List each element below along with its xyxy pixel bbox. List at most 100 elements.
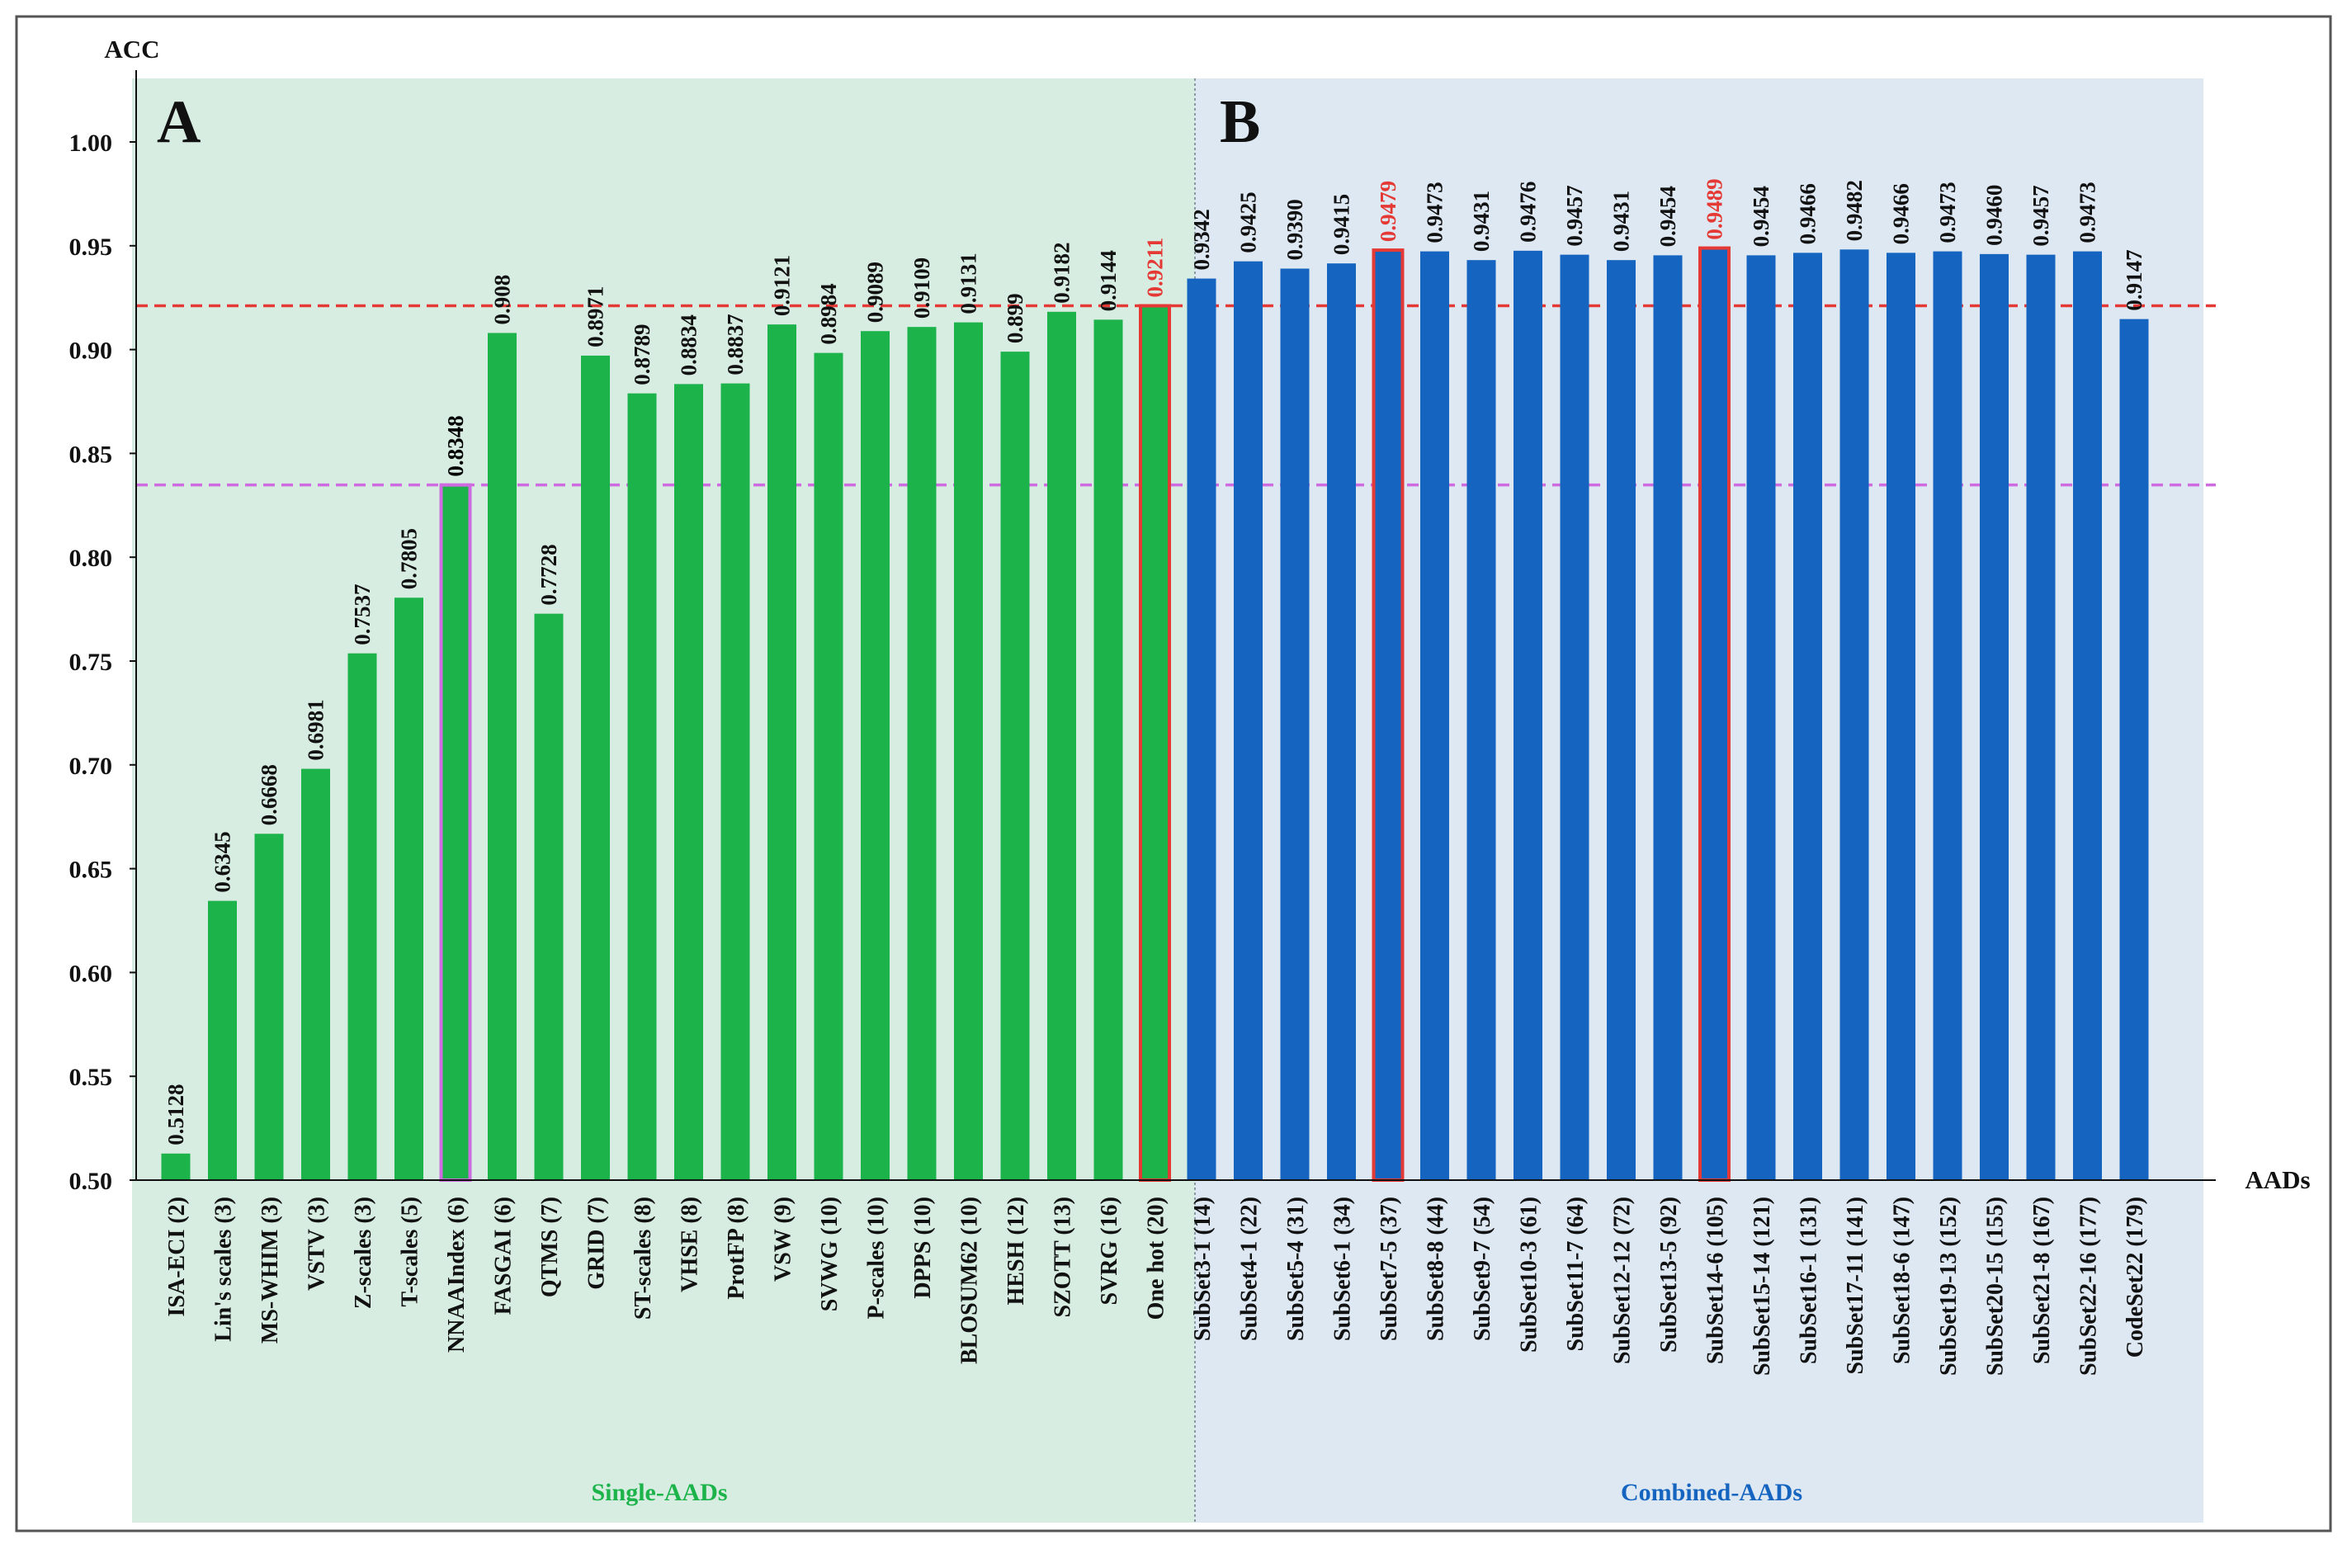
y-tick-label-9: 0.95 <box>69 234 113 261</box>
category-label-26: SubSet7-5 (37) <box>1377 1197 1402 1341</box>
category-label-1: Lin's scales (3) <box>211 1197 237 1342</box>
category-label-37: SubSet18-6 (147) <box>1890 1197 1915 1364</box>
bar-1 <box>208 900 237 1180</box>
value-label-38: 0.9473 <box>1935 182 1960 243</box>
value-label-32: 0.9454 <box>1655 186 1680 247</box>
bar-29 <box>1514 250 1542 1181</box>
bar-21 <box>1139 304 1171 1182</box>
bar-19 <box>1047 311 1076 1180</box>
bar-33 <box>1698 246 1731 1182</box>
panel-background-a <box>132 78 1195 1523</box>
category-label-20: SVRG (16) <box>1097 1197 1122 1305</box>
value-label-13: 0.9121 <box>770 255 795 316</box>
value-label-23: 0.9425 <box>1236 191 1261 253</box>
bar-2 <box>254 834 284 1180</box>
category-label-25: SubSet6-1 (34) <box>1330 1197 1356 1341</box>
value-label-9: 0.8971 <box>583 286 608 347</box>
category-label-6: NNAAIndex (6) <box>444 1197 470 1353</box>
value-label-0: 0.5128 <box>163 1084 188 1145</box>
value-label-6: 0.8348 <box>443 415 468 476</box>
category-label-4: Z-scales (3) <box>351 1197 376 1309</box>
x-axis-title: AADs <box>2245 1165 2310 1194</box>
bar-23 <box>1234 261 1263 1180</box>
value-label-20: 0.9144 <box>1096 250 1121 311</box>
value-label-19: 0.9182 <box>1050 243 1074 304</box>
category-label-3: VSTV (3) <box>305 1197 330 1291</box>
bar-3 <box>301 768 330 1180</box>
category-label-33: SubSet14-6 (105) <box>1703 1197 1729 1364</box>
bar-12 <box>720 383 750 1180</box>
category-label-31: SubSet12-12 (72) <box>1610 1197 1636 1364</box>
bar-17 <box>954 322 983 1181</box>
category-label-40: SubSet21-8 (167) <box>2029 1197 2055 1364</box>
value-label-14: 0.8984 <box>816 283 841 344</box>
value-label-35: 0.9466 <box>1796 183 1820 244</box>
bar-32 <box>1653 255 1683 1181</box>
value-label-37: 0.9466 <box>1889 183 1914 244</box>
bar-10 <box>627 393 657 1180</box>
category-label-32: SubSet13-5 (92) <box>1656 1197 1682 1353</box>
category-label-19: SZOTT (13) <box>1051 1197 1076 1318</box>
category-label-18: HESH (12) <box>1003 1197 1029 1305</box>
bar-34 <box>1746 255 1776 1181</box>
group-label-single-aads: Single-AADs <box>591 1479 727 1506</box>
bar-39 <box>1980 253 2009 1180</box>
category-label-15: P-scales (10) <box>864 1197 890 1320</box>
value-label-36: 0.9482 <box>1842 180 1867 241</box>
category-label-34: SubSet15-14 (121) <box>1750 1197 1775 1376</box>
value-label-17: 0.9131 <box>956 253 981 314</box>
bar-9 <box>581 355 610 1181</box>
category-label-29: SubSet10-3 (61) <box>1517 1197 1542 1353</box>
value-label-8: 0.7728 <box>536 544 561 605</box>
bar-7 <box>488 333 517 1181</box>
value-label-24: 0.9390 <box>1282 199 1307 260</box>
category-label-36: SubSet17-11 (141) <box>1843 1197 1868 1374</box>
category-label-35: SubSet16-1 (131) <box>1797 1197 1822 1364</box>
category-label-17: BLOSUM62 (10) <box>957 1197 983 1364</box>
bar-25 <box>1327 263 1356 1180</box>
value-label-39: 0.9460 <box>1982 185 2007 246</box>
y-tick-label-6: 0.80 <box>69 545 113 572</box>
y-tick-label-2: 0.60 <box>69 960 113 987</box>
bar-26 <box>1372 248 1405 1182</box>
category-label-16: DPPS (10) <box>910 1197 936 1299</box>
value-label-4: 0.7537 <box>350 583 375 645</box>
category-label-2: MS-WHIM (3) <box>257 1197 283 1344</box>
category-label-38: SubSet19-13 (152) <box>1936 1197 1962 1376</box>
bar-16 <box>907 327 937 1181</box>
value-label-27: 0.9473 <box>1423 182 1447 243</box>
y-tick-label-5: 0.75 <box>69 649 113 676</box>
y-tick-label-1: 0.55 <box>69 1064 113 1091</box>
category-label-7: FASGAI (6) <box>491 1197 517 1315</box>
bar-15 <box>861 331 890 1180</box>
bar-24 <box>1280 268 1310 1180</box>
category-label-21: One hot (20) <box>1144 1197 1169 1320</box>
bar-11 <box>674 384 703 1180</box>
value-label-16: 0.9109 <box>909 257 934 319</box>
value-label-5: 0.7805 <box>397 528 422 589</box>
category-label-30: SubSet11-7 (64) <box>1563 1197 1589 1351</box>
panel-letter-b: B <box>1220 88 1260 156</box>
value-label-41: 0.9473 <box>2075 182 2100 243</box>
y-axis-title: ACC <box>104 35 159 64</box>
category-label-14: SVWG (10) <box>817 1197 843 1311</box>
value-label-33: 0.9489 <box>1702 178 1727 239</box>
category-label-12: ProtFP (8) <box>724 1197 749 1300</box>
bar-20 <box>1093 319 1123 1180</box>
value-label-30: 0.9457 <box>1562 185 1587 246</box>
value-label-28: 0.9431 <box>1469 191 1494 252</box>
category-label-27: SubSet8-8 (44) <box>1424 1197 1449 1341</box>
value-label-18: 0.899 <box>1003 293 1027 343</box>
value-label-10: 0.8789 <box>630 324 654 385</box>
bar-18 <box>1000 352 1030 1181</box>
value-label-2: 0.6668 <box>257 764 281 825</box>
category-label-9: GRID (7) <box>584 1197 610 1290</box>
group-label-combined-aads: Combined-AADs <box>1621 1479 1802 1506</box>
value-label-15: 0.9089 <box>863 262 888 323</box>
y-tick-label-3: 0.65 <box>69 857 113 884</box>
bar-27 <box>1420 251 1449 1180</box>
category-label-5: T-scales (5) <box>398 1197 423 1307</box>
bar-41 <box>2073 251 2102 1180</box>
value-label-21: 0.9211 <box>1143 238 1168 298</box>
